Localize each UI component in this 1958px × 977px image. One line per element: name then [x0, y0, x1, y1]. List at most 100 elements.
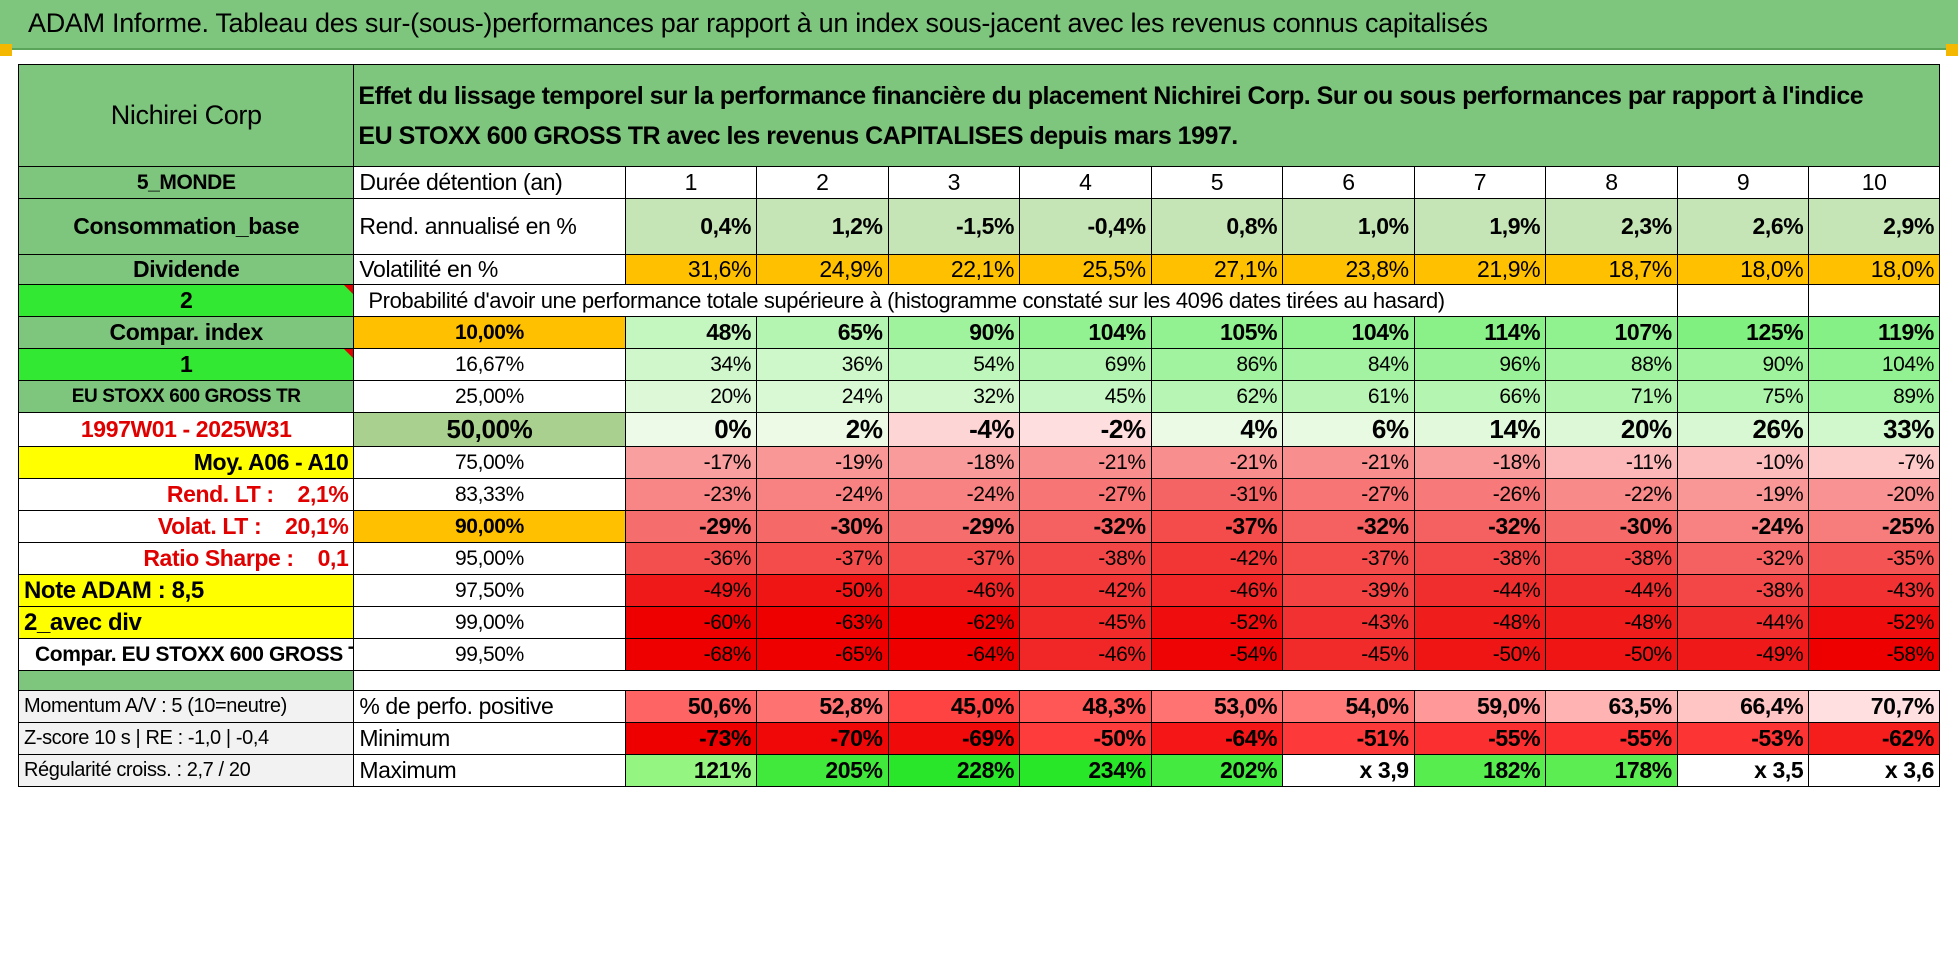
momentum-label: Momentum A/V : 5 (10=neutre) [17, 690, 355, 723]
quantile-row: Compar. EU STOXX 600 GROSS TR 99,50% -68% -… [17, 638, 1940, 671]
quantile-value: -26% [1413, 478, 1547, 511]
maximum-value: x 3,9 [1282, 754, 1415, 787]
minimum-value: -62% [1808, 722, 1940, 755]
proba-row: 2 Probabilité d'avoir une performance tot… [17, 284, 1940, 317]
quantile-value: -46% [887, 574, 1021, 607]
quantile-value: -21% [1150, 446, 1284, 479]
quantile-value: 32% [887, 380, 1021, 413]
side-label: 1 [17, 348, 355, 381]
quantile-value: -30% [756, 510, 889, 543]
quantile-value: -54% [1150, 638, 1284, 671]
maximum-value: x 3,5 [1676, 754, 1810, 787]
quantile-value: 86% [1150, 348, 1284, 381]
pct-pos-value: 48,3% [1019, 690, 1152, 723]
value-2: 2 [17, 284, 355, 317]
vol-value: 31,6% [624, 254, 758, 285]
quantile-value: -49% [1676, 638, 1810, 671]
quantile-row: Note ADAM : 8,5 97,50% -49% -50% -46% -42% -46… [17, 574, 1940, 607]
maximum-value: 121% [624, 754, 758, 787]
side-label: Moy. A06 - A10 [17, 446, 355, 479]
side-label: Ratio Sharpe : 0,1 [17, 542, 355, 575]
year-header: 5 [1150, 166, 1284, 199]
vol-value: 27,1% [1150, 254, 1284, 285]
vol-row: Dividende Volatilité en % 31,6% 24,9% 22,1% 2… [17, 254, 1940, 285]
quantile-value: 61% [1282, 380, 1415, 413]
duree-label: Durée détention (an) [353, 166, 626, 199]
side-label: Rend. LT : 2,1% [17, 478, 355, 511]
quantile-value: -62% [887, 606, 1021, 639]
quantile-value: 104% [1282, 316, 1415, 349]
quantile-value: -52% [1150, 606, 1284, 639]
quantile-value: 104% [1019, 316, 1152, 349]
quantile-value: -48% [1545, 606, 1678, 639]
rend-value: 2,9% [1808, 198, 1940, 255]
quantile-value: 14% [1413, 412, 1547, 447]
pct-pos-label: % de perfo. positive [353, 690, 626, 723]
quantile-label: 75,00% [353, 446, 626, 479]
minimum-value: -55% [1413, 722, 1547, 755]
rend-value: 2,6% [1676, 198, 1810, 255]
quantile-value: 90% [887, 316, 1021, 349]
quantile-value: -50% [1413, 638, 1547, 671]
quantile-value: -46% [1150, 574, 1284, 607]
maximum-value: 182% [1413, 754, 1547, 787]
quantile-label: 10,00% [353, 316, 626, 349]
minimum-value: -55% [1545, 722, 1678, 755]
quantile-value: -23% [624, 478, 758, 511]
quantile-label: 95,00% [353, 542, 626, 575]
quantile-value: -21% [1282, 446, 1415, 479]
region-label: 5_MONDE [17, 166, 355, 199]
quantile-value: -17% [624, 446, 758, 479]
performance-table: Nichirei Corp Effet du lissage temporel s… [17, 64, 1940, 787]
year-header: 6 [1282, 166, 1415, 199]
quantile-value: -52% [1808, 606, 1940, 639]
pct-pos-value: 50,6% [624, 690, 758, 723]
vol-value: 22,1% [887, 254, 1021, 285]
quantile-value: -37% [756, 542, 889, 575]
quantile-value: -4% [887, 412, 1021, 447]
quantile-value: -32% [1019, 510, 1152, 543]
quantile-value: -44% [1413, 574, 1547, 607]
quantile-value: 119% [1808, 316, 1940, 349]
quantile-value: -30% [1545, 510, 1678, 543]
side-label: Compar. index [17, 316, 355, 349]
quantile-value: 48% [624, 316, 758, 349]
quantile-value: -10% [1676, 446, 1810, 479]
minimum-value: -51% [1282, 722, 1415, 755]
quantile-row: Moy. A06 - A10 75,00% -17% -19% -18% -21% -21%… [17, 446, 1940, 479]
quantile-value: -31% [1150, 478, 1284, 511]
vol-value: 18,0% [1676, 254, 1810, 285]
side-label: 2_avec div [17, 606, 355, 639]
report-banner: ADAM Informe. Tableau des sur-(sous-)per… [0, 0, 1958, 50]
rend-value: 1,2% [756, 198, 889, 255]
description: Effet du lissage temporel sur la perform… [353, 64, 1940, 167]
quantile-row: 2_avec div 99,00% -60% -63% -62% -45% -52% -43%… [17, 606, 1940, 639]
quantile-value: -18% [887, 446, 1021, 479]
quantile-value: -42% [1150, 542, 1284, 575]
maximum-value: 178% [1545, 754, 1678, 787]
quantile-value: 26% [1676, 412, 1810, 447]
quantile-value: 33% [1808, 412, 1940, 447]
spacer-blank [353, 670, 1940, 691]
quantile-value: 34% [624, 348, 758, 381]
quantile-value: -50% [1545, 638, 1678, 671]
quantile-value: 62% [1150, 380, 1284, 413]
quantile-row: Compar. index 10,00% 48% 65% 90% 104% 105% 104%… [17, 316, 1940, 349]
vol-label: Volatilité en % [353, 254, 626, 285]
description-line-1: Effet du lissage temporel sur la perform… [358, 81, 1864, 110]
quantile-value: -22% [1545, 478, 1678, 511]
year-header: 8 [1545, 166, 1678, 199]
quantile-value: -27% [1019, 478, 1152, 511]
quantile-value: -38% [1545, 542, 1678, 575]
pct-pos-value: 52,8% [756, 690, 889, 723]
quantile-value: -38% [1413, 542, 1547, 575]
rend-value: 2,3% [1545, 198, 1678, 255]
pct-pos-value: 54,0% [1282, 690, 1415, 723]
quantile-value: 20% [1545, 412, 1678, 447]
quantile-value: -45% [1019, 606, 1152, 639]
vol-value: 23,8% [1282, 254, 1415, 285]
maximum-row: Régularité croiss. : 2,7 / 20 Maximum 121%… [17, 754, 1940, 787]
quantile-value: -29% [624, 510, 758, 543]
header-row: Nichirei Corp Effet du lissage temporel s… [17, 64, 1940, 167]
quantile-value: 20% [624, 380, 758, 413]
